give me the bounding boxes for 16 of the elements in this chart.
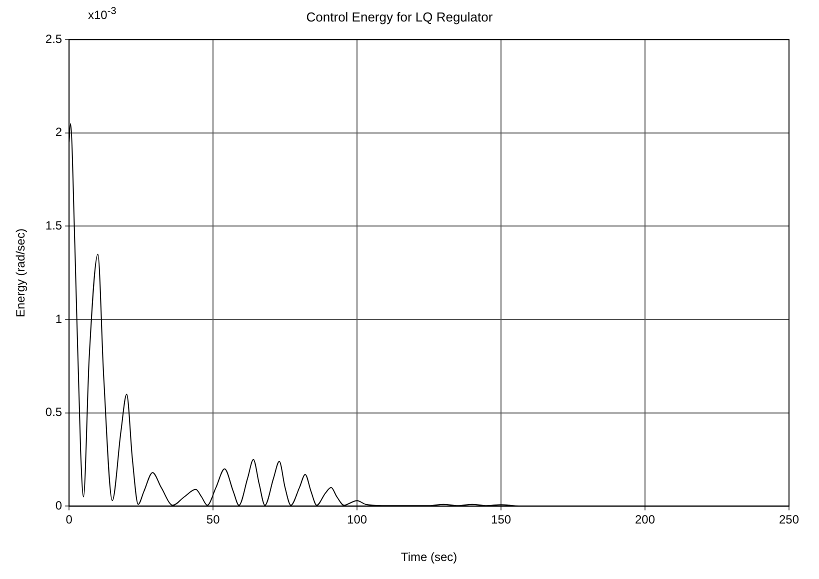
y-tick-label: 1.5	[45, 218, 62, 233]
chart-title: Control Energy for LQ Regulator	[306, 9, 494, 24]
y-tick-label: 0.5	[45, 405, 62, 420]
y-axis-title: Energy (rad/sec)	[14, 228, 28, 318]
x-tick-label: 150	[491, 512, 512, 527]
x-tick-label: 50	[206, 512, 220, 527]
y-tick-label: 1	[55, 312, 62, 326]
x-tick-label: 0	[66, 512, 73, 527]
y-tick-label: 2.5	[45, 32, 62, 46]
y-tick-label: 2	[55, 125, 62, 140]
x-tick-label: 200	[635, 512, 656, 527]
x-tick-label: 100	[347, 512, 368, 527]
y-tick-label: 0	[55, 498, 62, 513]
x-axis-title: Time (sec)	[400, 550, 458, 564]
text: x10$^{-3}$	[88, 6, 116, 22]
x-tick-label: 250	[778, 512, 800, 527]
